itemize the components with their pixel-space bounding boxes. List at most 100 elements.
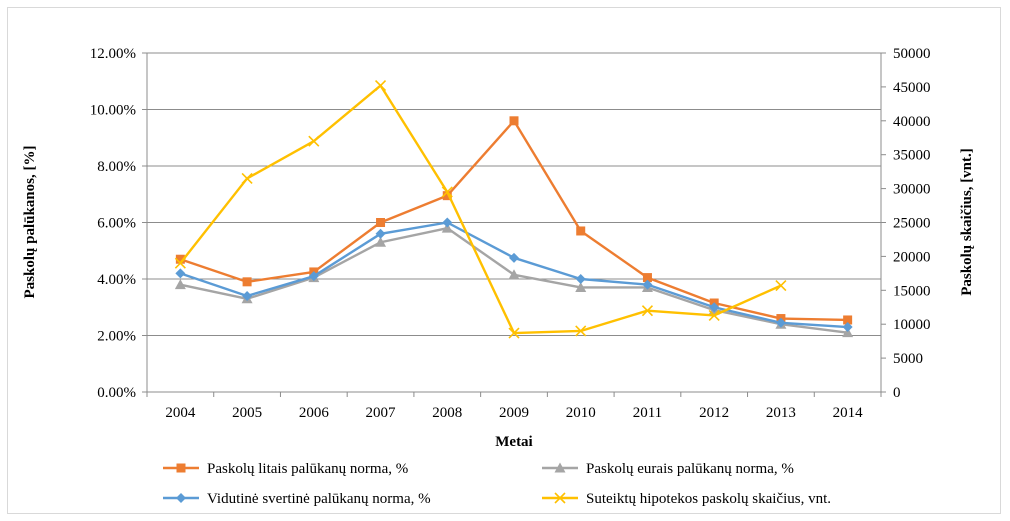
legend-swatch-marker [554, 492, 566, 504]
y2-tick-label: 10000 [893, 317, 931, 333]
y2-tick-label: 50000 [893, 46, 931, 62]
data-point [175, 254, 185, 264]
y-tick-label: 4.00% [97, 272, 136, 288]
data-point [508, 327, 520, 339]
x-marker-stroke [508, 327, 520, 339]
data-point [575, 325, 587, 337]
legend-swatch-marker [176, 463, 186, 473]
y-axis-left-ticks: 0.00% 2.00% 4.00% 6.00% 8.00% 10.00% 12.00% [90, 46, 147, 401]
series-line [179, 84, 782, 335]
data-point [642, 273, 652, 283]
data-point [708, 309, 720, 321]
data-point [376, 218, 386, 227]
y-tick-label: 8.00% [97, 159, 136, 175]
x-axis-ticks: 2004 2005 2006 2007 2008 2009 2010 2011 2012 2013… [146, 392, 882, 421]
series-layer [174, 79, 854, 339]
data-point [441, 222, 453, 233]
data-point [442, 191, 452, 201]
data-point [709, 302, 720, 313]
data-point [842, 322, 853, 333]
data-point [642, 279, 653, 290]
legend-swatch-marker [554, 462, 566, 473]
y-tick-label: 0.00% [97, 385, 136, 401]
data-point [174, 257, 186, 269]
x-tick-label: 2011 [633, 405, 662, 421]
series-eurais [174, 222, 854, 338]
x-axis-title: Metai [495, 434, 532, 450]
x-marker-stroke [775, 279, 787, 292]
data-point [375, 236, 387, 247]
legend-label: Paskolų litais palūkanų norma, % [207, 461, 408, 477]
y2-tick-label: 25000 [893, 216, 931, 232]
x-tick-label: 2004 [165, 405, 196, 421]
x-marker-stroke [441, 186, 453, 198]
y-tick-label: 10.00% [90, 103, 136, 119]
y-axis-left-title: Paskolų palūkanos, [%] [22, 146, 38, 299]
legend: Paskolų litais palūkanų norma, % Paskolų … [163, 461, 831, 507]
y-tick-label: 2.00% [97, 329, 136, 345]
data-point [775, 317, 786, 328]
data-point [175, 268, 186, 279]
legend-item-eurais: Paskolų eurais palūkanų norma, % [542, 461, 794, 477]
legend-label: Paskolų eurais palūkanų norma, % [586, 461, 794, 477]
x-tick-label: 2014 [833, 405, 864, 421]
data-point [575, 281, 587, 292]
data-point [575, 274, 586, 284]
y2-tick-label: 15000 [893, 283, 931, 299]
x-tick-label: 2007 [366, 405, 397, 421]
x-marker-stroke [554, 492, 566, 504]
legend-item-litais: Paskolų litais palūkanų norma, % [163, 461, 408, 477]
x-marker-stroke [708, 309, 720, 321]
x-tick-label: 2008 [432, 405, 462, 421]
data-point [509, 116, 519, 126]
x-marker-stroke [641, 305, 654, 317]
x-tick-label: 2012 [699, 405, 729, 421]
data-point [242, 290, 253, 301]
y-axis-right-ticks: 0 5000 10000 15000 20000 25000 30000 35000 40000… [881, 46, 931, 401]
data-point [308, 135, 320, 147]
x-tick-label: 2013 [766, 405, 796, 421]
series-line [180, 226, 848, 334]
data-point [508, 269, 520, 280]
data-point [775, 279, 787, 292]
chart-frame [7, 7, 1001, 514]
data-point [241, 172, 253, 184]
y-axis-right-title: Paskolų skaičius, [vnt.] [959, 148, 975, 296]
y2-tick-label: 35000 [893, 148, 931, 164]
y2-tick-label: 0 [893, 385, 901, 401]
data-point [509, 252, 519, 263]
x-tick-label: 2006 [299, 405, 330, 421]
data-point [308, 271, 319, 282]
data-point [441, 186, 453, 198]
x-tick-label: 2009 [499, 405, 529, 421]
data-point [842, 327, 854, 338]
data-point [374, 79, 387, 92]
data-point [843, 315, 853, 325]
series-hipotekos [174, 79, 787, 339]
legend-item-vidutine: Vidutinė svertinė palūkanų norma, % [163, 491, 431, 507]
data-point [442, 217, 453, 228]
legend-swatch-marker [176, 493, 186, 503]
x-marker-stroke [174, 257, 186, 269]
data-point [641, 305, 654, 317]
legend-label: Suteiktų hipotekos paskolų skaičius, vnt… [586, 491, 831, 507]
legend-label: Vidutinė svertinė palūkanų norma, % [207, 491, 431, 507]
series-vidutine [175, 217, 853, 333]
x-marker-stroke [374, 79, 387, 92]
y-tick-label: 12.00% [90, 46, 136, 62]
y2-tick-label: 5000 [893, 351, 923, 367]
data-point [375, 228, 386, 239]
y-tick-label: 6.00% [97, 216, 136, 232]
data-point [174, 279, 186, 290]
x-tick-label: 2010 [566, 405, 596, 421]
y2-tick-label: 20000 [893, 249, 931, 265]
series-line [179, 119, 848, 322]
y2-tick-label: 40000 [893, 114, 931, 130]
data-point [576, 226, 586, 236]
x-marker-stroke [575, 325, 587, 337]
series-litais [175, 116, 853, 325]
x-marker-stroke [308, 135, 320, 147]
x-tick-label: 2005 [232, 405, 262, 421]
y2-tick-label: 30000 [893, 182, 931, 198]
